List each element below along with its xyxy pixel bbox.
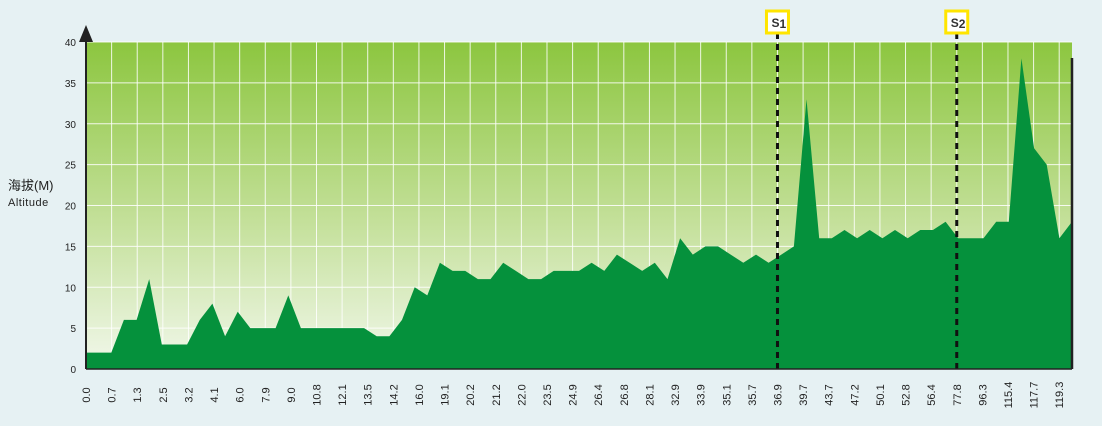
x-tick-label: 26.4	[593, 384, 605, 405]
x-tick-label: 32.9	[670, 384, 682, 405]
x-tick-label: 22.0	[516, 384, 528, 405]
y-tick-label: 5	[70, 324, 76, 335]
x-tick-label: 0.7	[107, 387, 119, 402]
x-tick-label: 7.9	[260, 387, 272, 402]
y-axis-label-english: Altitude	[8, 197, 49, 209]
x-tick-label: 0.0	[81, 387, 93, 402]
y-tick-labels: 0 5 10 15 20 25 30 35 40	[65, 38, 77, 376]
y-tick-label: 40	[65, 38, 77, 49]
x-tick-label: 52.8	[901, 384, 913, 405]
x-tick-label: 6.0	[235, 387, 247, 402]
x-tick-label: 1.3	[132, 387, 144, 402]
x-tick-label: 2.5	[158, 387, 170, 402]
x-tick-label: 10.8	[311, 384, 323, 405]
x-tick-label: 35.7	[747, 384, 759, 405]
marker-subscript: 1	[779, 17, 786, 31]
y-tick-label: 10	[65, 283, 77, 294]
x-tick-label: 28.1	[644, 384, 656, 405]
y-tick-label: 15	[65, 242, 77, 253]
x-tick-label: 39.7	[798, 384, 810, 405]
x-tick-label: 33.9	[696, 384, 708, 405]
x-tick-label: 24.9	[568, 384, 580, 405]
x-tick-label: 13.5	[363, 384, 375, 405]
y-tick-label: 25	[65, 161, 77, 172]
y-tick-label: 20	[65, 202, 77, 213]
y-tick-label: 0	[70, 365, 76, 376]
marker-label: S	[951, 16, 959, 30]
x-tick-label: 43.7	[824, 384, 836, 405]
x-tick-label: 96.3	[977, 384, 989, 405]
marker-label: S	[771, 16, 779, 30]
marker-box	[764, 9, 790, 35]
x-tick-label: 23.5	[542, 384, 554, 405]
x-tick-label: 16.0	[414, 384, 426, 405]
x-tick-label: 36.9	[772, 384, 784, 405]
x-tick-label: 3.2	[183, 387, 195, 402]
y-axis-arrow-icon	[79, 25, 93, 42]
altitude-area	[86, 58, 1072, 370]
x-tick-label: 14.2	[388, 384, 400, 405]
x-tick-label: 26.8	[619, 384, 631, 405]
marker-box	[944, 9, 970, 35]
x-tick-label: 77.8	[952, 384, 964, 405]
x-tick-label: 12.1	[337, 384, 349, 405]
marker-subscript: 2	[959, 17, 966, 31]
x-tick-label: 20.2	[465, 384, 477, 405]
x-tick-label: 21.2	[491, 384, 503, 405]
x-tick-label: 19.1	[440, 384, 452, 405]
x-tick-label: 117.7	[1029, 382, 1041, 409]
x-tick-label: 56.4	[926, 384, 938, 405]
x-tick-label: 119.3	[1054, 382, 1066, 409]
y-axis-label-chinese: 海拔(M)	[8, 178, 54, 193]
x-tick-label: 4.1	[209, 387, 221, 402]
x-tick-label: 47.2	[849, 384, 861, 405]
x-tick-label: 50.1	[875, 384, 887, 405]
y-tick-label: 35	[65, 79, 77, 90]
x-tick-labels: 0.0 0.7 1.3 2.5 3.2 4.1 6.0 7.9 9.0 10.8 12.1 13.5 1…	[81, 382, 1066, 409]
x-tick-label: 9.0	[286, 387, 298, 402]
y-tick-label: 30	[65, 120, 77, 131]
x-tick-label: 115.4	[1003, 382, 1015, 409]
x-tick-label: 35.1	[721, 384, 733, 405]
